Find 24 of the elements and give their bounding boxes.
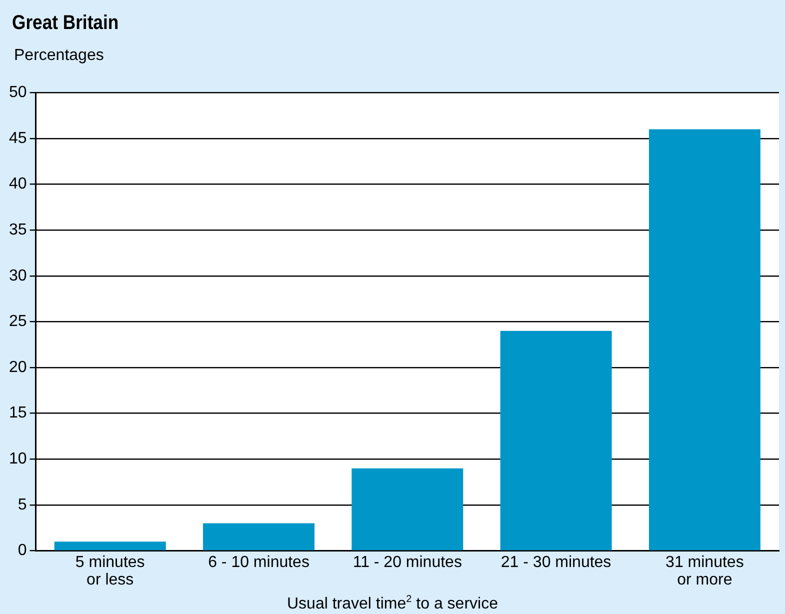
y-tick-label: 30 [9,267,27,284]
x-tick-label: 21 - 30 minutes [500,554,612,572]
x-tick-label: 11 - 20 minutes [352,554,462,572]
y-tick-label: 5 [18,496,27,514]
bar [203,523,314,550]
y-tick-label: 15 [9,404,27,422]
bar [500,330,612,550]
bar [648,129,760,550]
y-tick-label: 0 [18,542,27,560]
y-tick-label: 25 [9,313,27,330]
y-tick-label: 20 [9,358,27,376]
x-tick-label: 6 - 10 minutes [208,554,310,572]
y-tick-label: 40 [9,176,27,193]
x-tick-label: 5 minutes or less [75,554,145,589]
y-tick-label: 50 [9,84,27,102]
chart-title: Great Britain [12,12,119,35]
x-tick-label: 31 minutes or more [666,554,744,589]
y-tick-label: 35 [9,221,27,238]
bar [54,542,166,550]
bar [352,468,464,550]
y-tick-label: 10 [9,450,27,468]
x-axis-title: Usual travel time$^{2}$ to a service [286,594,499,614]
y-axis-title: Percentages [14,47,104,65]
y-tick-label: 45 [9,130,27,147]
